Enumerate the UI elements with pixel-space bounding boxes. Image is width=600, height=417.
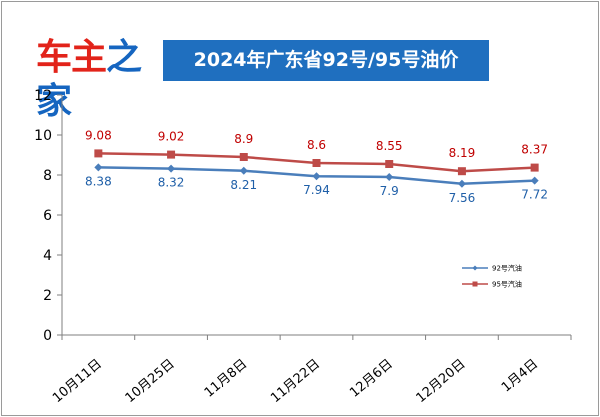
logo-text-b: 之家	[36, 37, 142, 122]
data-point-92	[94, 163, 103, 172]
y-tick-label: 8	[43, 168, 52, 184]
data-point-92	[312, 172, 321, 181]
x-tick-label: 10月25日	[123, 357, 178, 406]
chart-title: 2024年广东省92号/95号油价	[163, 40, 489, 81]
x-tick-label: 10月11日	[50, 357, 105, 406]
x-tick-label: 11月22日	[268, 357, 323, 406]
legend-label: 92号汽油	[492, 264, 522, 273]
x-tick-label: 12月20日	[414, 357, 469, 406]
y-tick-label: 12	[34, 88, 52, 104]
legend-marker	[472, 265, 478, 271]
data-label-92: 7.56	[449, 191, 476, 205]
data-point-95	[530, 163, 539, 172]
data-point-92	[457, 179, 466, 188]
y-tick-label: 2	[43, 288, 52, 304]
data-label-95: 8.55	[376, 139, 403, 153]
brand-logo: 车主之家	[36, 36, 166, 122]
legend-marker	[472, 281, 478, 287]
data-point-95	[94, 149, 103, 158]
data-label-95: 9.08	[85, 128, 112, 142]
data-label-92: 8.32	[158, 176, 185, 190]
data-label-92: 7.9	[380, 184, 399, 198]
data-point-92	[530, 176, 539, 185]
logo-text-a: 车主	[36, 37, 107, 78]
data-label-95: 8.19	[449, 146, 476, 160]
data-label-92: 8.38	[85, 174, 112, 188]
y-tick-label: 10	[34, 128, 52, 144]
data-point-95	[457, 167, 466, 176]
y-tick-label: 6	[43, 208, 52, 224]
legend-label: 95号汽油	[492, 280, 522, 289]
data-label-95: 8.6	[307, 138, 326, 152]
data-label-92: 8.21	[230, 178, 257, 192]
data-point-92	[167, 164, 176, 173]
data-point-92	[385, 173, 394, 181]
data-label-92: 7.72	[521, 188, 548, 202]
data-point-95	[385, 160, 394, 168]
x-tick-label: 11月8日	[202, 357, 251, 401]
x-tick-label: 1月4日	[499, 357, 541, 396]
data-label-95: 8.37	[521, 143, 548, 157]
data-label-95: 9.02	[158, 130, 185, 144]
data-point-95	[239, 153, 248, 161]
data-point-95	[167, 150, 176, 159]
y-tick-label: 0	[43, 328, 52, 344]
data-point-92	[239, 166, 248, 175]
y-tick-label: 4	[43, 248, 52, 264]
data-label-92: 7.94	[303, 183, 330, 197]
data-point-95	[312, 159, 321, 167]
data-label-95: 8.9	[234, 132, 253, 146]
x-tick-label: 12月6日	[347, 357, 396, 401]
